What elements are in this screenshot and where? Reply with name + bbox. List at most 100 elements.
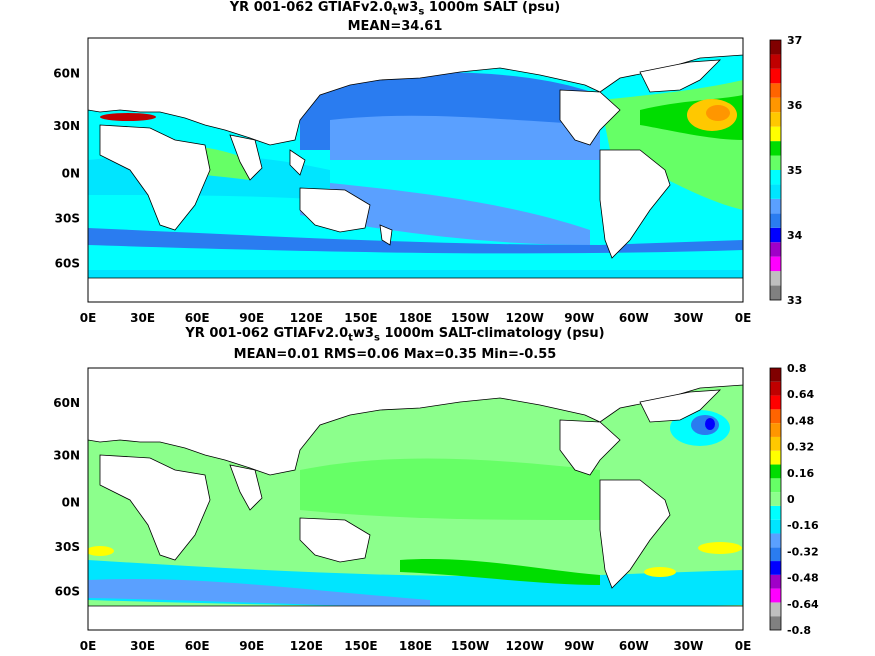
colorbar-segment bbox=[770, 450, 781, 465]
panel2-stats: MEAN=0.01 RMS=0.06 Max=0.35 Min=-0.55 bbox=[233, 347, 557, 362]
lat-label: 60S bbox=[55, 585, 80, 599]
colorbar-segment bbox=[770, 574, 781, 589]
lon-label: 60W bbox=[619, 311, 649, 325]
colorbar-label: 0 bbox=[787, 493, 795, 506]
lon-label: 120W bbox=[506, 311, 544, 325]
colorbar-segment bbox=[770, 436, 781, 451]
colorbar-label: 34 bbox=[787, 229, 803, 242]
lon-label: 0E bbox=[80, 311, 97, 325]
colorbar-label: 0.32 bbox=[787, 441, 814, 454]
lon-label: 0E bbox=[735, 639, 752, 653]
colorbar-segment bbox=[770, 423, 781, 437]
panel1-stats: MEAN=34.61 bbox=[347, 19, 443, 34]
lon-label: 60E bbox=[185, 639, 210, 653]
colorbar-segment bbox=[770, 409, 781, 424]
lon-label: 90W bbox=[564, 639, 594, 653]
lon-label: 30W bbox=[673, 639, 703, 653]
colorbar-label: 37 bbox=[787, 34, 802, 47]
colorbar-segment bbox=[770, 213, 781, 228]
lat-label: 30N bbox=[53, 448, 80, 462]
panel2-map bbox=[88, 368, 743, 630]
colorbar-label: -0.48 bbox=[787, 572, 819, 585]
colorbar-label: 36 bbox=[787, 99, 803, 112]
panel2-colorbar: 0.8 0.64 0.48 0.32 0.16 0 -0.16 -0.32 -0.48 -0.64… bbox=[769, 362, 819, 637]
lon-label: 0E bbox=[80, 639, 97, 653]
panel2-axes: 60N 30N 0N 30S 60S 0E 30E 60E 90E 120E 150E 180E 150… bbox=[53, 396, 751, 653]
colorbar-label: 0.8 bbox=[787, 362, 807, 375]
lon-label: 150E bbox=[344, 639, 377, 653]
colorbar-segment bbox=[770, 533, 781, 548]
colorbar-segment bbox=[770, 256, 781, 272]
lon-label: 30E bbox=[130, 311, 155, 325]
lon-label: 150W bbox=[451, 311, 489, 325]
colorbar-segment bbox=[770, 54, 781, 69]
colorbar-label: -0.16 bbox=[787, 519, 819, 532]
colorbar-segment bbox=[770, 519, 781, 534]
colorbar-label: -0.8 bbox=[787, 624, 811, 637]
lon-label: 30E bbox=[130, 639, 155, 653]
lon-label: 120W bbox=[506, 639, 544, 653]
lat-label: 30S bbox=[55, 540, 80, 554]
lat-label: 60N bbox=[53, 396, 80, 410]
lon-label: 60E bbox=[185, 311, 210, 325]
colorbar-segment bbox=[770, 198, 781, 214]
lon-label: 180E bbox=[399, 639, 432, 653]
lon-label: 90E bbox=[239, 639, 264, 653]
lat-label: 60S bbox=[55, 256, 80, 270]
colorbar-segment bbox=[770, 505, 781, 520]
colorbar-segment bbox=[770, 271, 781, 286]
colorbar-segment bbox=[770, 227, 781, 243]
lat-label: 60N bbox=[53, 66, 80, 80]
lat-label: 0N bbox=[62, 167, 80, 181]
lon-label: 150E bbox=[344, 311, 377, 325]
lon-label: 120E bbox=[290, 311, 323, 325]
colorbar-segment bbox=[770, 395, 781, 410]
lon-label: 150W bbox=[451, 639, 489, 653]
colorbar-segment bbox=[770, 184, 781, 199]
colorbar-segment bbox=[770, 368, 781, 382]
colorbar-label: 0.64 bbox=[787, 388, 814, 401]
lon-label: 90W bbox=[564, 311, 594, 325]
colorbar-label: 33 bbox=[787, 294, 802, 307]
colorbar-segment bbox=[770, 155, 781, 170]
panel1-frame bbox=[87, 37, 744, 303]
lon-label: 60W bbox=[619, 639, 649, 653]
colorbar-segment bbox=[770, 285, 781, 300]
colorbar-label: 35 bbox=[787, 164, 802, 177]
colorbar-segment bbox=[770, 602, 781, 617]
colorbar-segment bbox=[770, 68, 781, 84]
colorbar-segment bbox=[770, 492, 781, 506]
colorbar-segment bbox=[770, 83, 781, 98]
lat-label: 30S bbox=[55, 212, 80, 226]
colorbar-segment bbox=[770, 561, 781, 575]
colorbar-segment bbox=[770, 616, 781, 630]
colorbar-segment bbox=[770, 464, 781, 479]
lon-label: 0E bbox=[735, 311, 752, 325]
colorbar-segment bbox=[770, 97, 781, 113]
panel1-map bbox=[88, 38, 743, 302]
colorbar-segment bbox=[770, 242, 781, 257]
colorbar-label: 0.48 bbox=[787, 414, 814, 427]
colorbar-label: -0.32 bbox=[787, 545, 819, 558]
panel2-frame bbox=[87, 367, 744, 631]
panel1-colorbar: 37 36 35 34 33 bbox=[769, 34, 803, 307]
panel1-axes: 60N 30N 0N 30S 60S 0E 30E 60E 90E 120E 150E 180E 150… bbox=[53, 66, 751, 325]
colorbar-segment bbox=[770, 170, 781, 185]
lat-label: 30N bbox=[53, 119, 80, 133]
colorbar-segment bbox=[770, 112, 781, 127]
panel1-title: YR 001-062 GTIAFv2.0tw3s 1000m SALT (psu… bbox=[229, 0, 561, 18]
colorbar-segment bbox=[770, 588, 781, 603]
colorbar-segment bbox=[770, 381, 781, 396]
lon-label: 180E bbox=[399, 311, 432, 325]
colorbar-segment bbox=[770, 141, 781, 156]
colorbar-segment bbox=[770, 126, 781, 142]
panel2-title: YR 001-062 GTIAFv2.0tw3s 1000m SALT-clim… bbox=[185, 326, 605, 344]
lon-label: 90E bbox=[239, 311, 264, 325]
colorbar-label: -0.64 bbox=[787, 598, 819, 611]
colorbar-segment bbox=[770, 478, 781, 493]
colorbar-label: 0.16 bbox=[787, 467, 814, 480]
lat-label: 0N bbox=[62, 496, 80, 510]
colorbar-segment bbox=[770, 40, 781, 55]
colorbar-segment bbox=[770, 547, 781, 562]
